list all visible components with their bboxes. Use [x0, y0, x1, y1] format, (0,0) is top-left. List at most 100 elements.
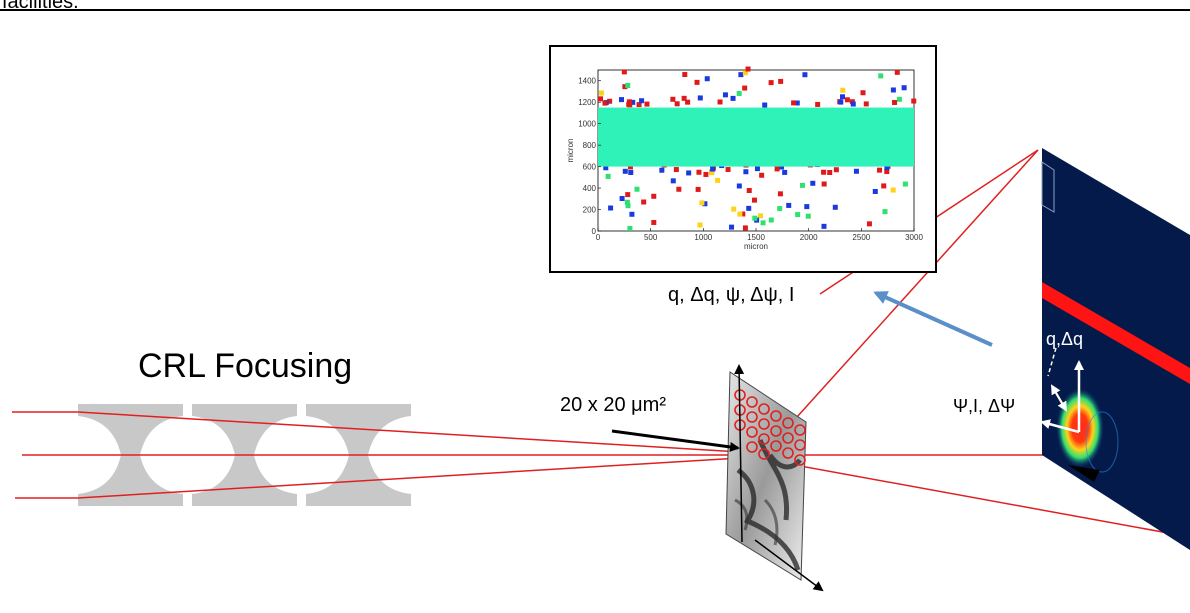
heatmap-cell — [850, 101, 856, 107]
x-tick-label: 500 — [644, 233, 658, 242]
heatmap-cell — [839, 94, 845, 100]
heatmap-cell — [710, 166, 716, 172]
heatmap-cell — [627, 225, 633, 231]
heatmap-cell — [881, 183, 887, 189]
y-tick-label: 1000 — [578, 120, 596, 129]
heatmap-cell — [694, 79, 700, 85]
heatmap-cell — [740, 211, 746, 217]
heatmap-cell — [827, 170, 833, 176]
heatmap-cell — [709, 170, 715, 176]
y-tick-label: 1200 — [578, 98, 596, 107]
y-tick-label: 400 — [583, 184, 597, 193]
heatmap-cell — [746, 205, 752, 211]
blue-flow-arrow — [873, 291, 993, 347]
heatmap-cell — [659, 167, 665, 173]
heatmap-cell — [890, 187, 896, 193]
heatmap-cell — [627, 102, 633, 108]
heatmap-cell — [685, 99, 691, 105]
heatmap-cell — [742, 70, 748, 76]
heatmap-cell — [618, 97, 624, 103]
heatmap-cell — [628, 169, 634, 175]
heatmap-cell — [651, 193, 657, 199]
heatmap-cell — [884, 169, 890, 175]
heatmap-chart: 0 500 1000 1500 2000 2500 3000 0 200 400 600 800 10… — [566, 66, 923, 251]
heatmap-cell — [815, 101, 821, 107]
heatmap-cell — [695, 186, 701, 192]
heatmap-cell — [686, 170, 692, 176]
heatmap-cell — [774, 166, 780, 172]
heatmap-cell — [676, 186, 682, 192]
heatmap-cell — [777, 206, 783, 212]
heatmap-cell — [641, 199, 647, 205]
sample-film-icon — [725, 364, 824, 592]
heatmap-cell — [882, 209, 888, 215]
params-label: q, Δq, ψ, Δψ, I — [668, 284, 795, 306]
heatmap-cell — [778, 78, 784, 84]
heatmap-cell — [802, 72, 808, 78]
heatmap-cell — [703, 171, 709, 177]
heatmap-cell — [833, 167, 839, 173]
heatmap-cell — [742, 225, 748, 231]
heatmap-cell — [630, 99, 636, 105]
heatmap-cell — [832, 204, 838, 210]
x-tick-label: 2500 — [852, 233, 870, 242]
heatmap-cell — [821, 181, 827, 187]
heatmap-cell — [624, 199, 630, 205]
heatmap-cell — [702, 201, 708, 207]
heatmap-cell — [621, 69, 627, 75]
heatmap-cell — [853, 168, 859, 174]
heatmap-cell — [603, 165, 609, 171]
psi-label: Ψ,I, ΔΨ — [953, 396, 1016, 416]
beam-size-arrow — [611, 429, 740, 452]
x-tick-label: 0 — [596, 233, 601, 242]
heatmap-cell — [860, 90, 866, 96]
heatmap-cell — [746, 187, 752, 193]
heatmap-cell — [622, 84, 628, 90]
heatmap-cell — [608, 205, 614, 211]
heatmap-cell — [779, 164, 785, 170]
beam-size-label: 20 x 20 μm² — [560, 394, 667, 416]
crl-focusing-label: CRL Focusing — [138, 347, 353, 385]
heatmap-cell — [738, 72, 744, 78]
heatmap-cell — [651, 219, 657, 225]
heatmap-cell — [629, 211, 635, 217]
detector-screen-icon — [1040, 148, 1190, 550]
heatmap-cell — [625, 203, 631, 209]
y-tick-label: 600 — [583, 163, 597, 172]
heatmap-cell — [805, 213, 811, 219]
heatmap-cell — [697, 222, 703, 228]
heatmap-cell — [607, 98, 613, 104]
heatmap-cell — [877, 167, 883, 173]
heatmap-cell — [742, 85, 748, 91]
heatmap-cell — [894, 69, 900, 75]
heatmap-cell — [605, 173, 611, 179]
heatmap-cell — [729, 224, 735, 230]
heatmap-cell — [794, 100, 800, 106]
heatmap-cell — [791, 100, 797, 106]
heatmap-cell — [598, 90, 604, 96]
heatmap-cell — [751, 197, 757, 203]
heatmap-cell — [745, 66, 751, 72]
heatmap-cell — [821, 223, 827, 229]
heatmap-cell — [674, 101, 680, 107]
heatmap-cell — [838, 99, 844, 105]
y-axis-label: micron — [566, 138, 575, 162]
heatmap-cell — [762, 102, 768, 108]
header-rule — [0, 9, 1190, 11]
heatmap-cell — [759, 172, 765, 178]
heatmap-cell — [625, 192, 631, 198]
heatmap-cell — [736, 91, 742, 97]
heatmap-cell — [670, 96, 676, 102]
x-tick-label: 1000 — [694, 233, 712, 242]
heatmap-cell — [754, 166, 760, 172]
heatmap-cell — [696, 169, 702, 175]
q-dq-label: q,Δq — [1046, 329, 1084, 349]
heatmap-cell — [799, 182, 805, 188]
heatmap-cell — [627, 164, 633, 170]
heatmap-cell — [602, 100, 608, 106]
x-tick-label: 1500 — [747, 233, 765, 242]
heatmap-cell — [878, 73, 884, 79]
x-tick-label: 2000 — [800, 233, 818, 242]
heatmap-cell — [736, 183, 742, 189]
